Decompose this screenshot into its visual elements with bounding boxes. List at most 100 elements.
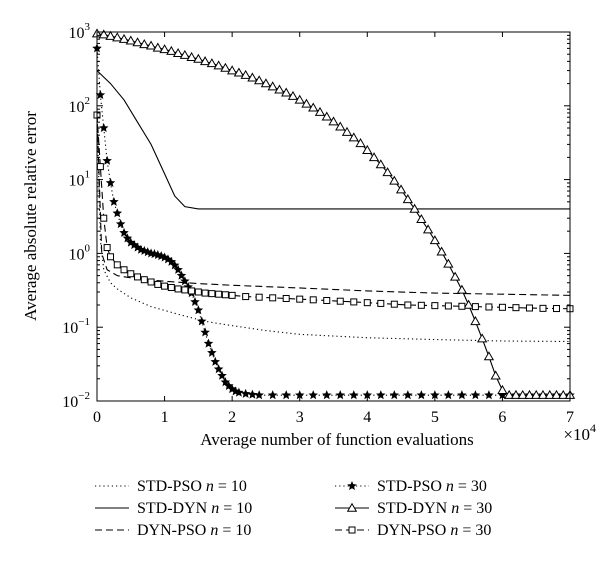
data-point-3 bbox=[200, 327, 210, 337]
series-line-4 bbox=[97, 33, 570, 396]
x-tick-label: 2 bbox=[228, 409, 236, 426]
data-point-4 bbox=[335, 121, 346, 131]
plot-series bbox=[97, 33, 570, 396]
data-point-3 bbox=[254, 390, 264, 400]
data-point-4 bbox=[422, 224, 434, 234]
data-point-4 bbox=[504, 389, 515, 399]
data-point-3 bbox=[190, 296, 200, 306]
data-point-3 bbox=[196, 316, 207, 326]
data-point-4 bbox=[186, 51, 197, 61]
data-point-4 bbox=[152, 42, 163, 52]
data-point-4 bbox=[497, 384, 508, 394]
data-point-4 bbox=[314, 106, 326, 116]
x-tick-label: 1 bbox=[161, 409, 169, 426]
data-point-4 bbox=[470, 316, 481, 326]
data-point-4 bbox=[105, 30, 116, 40]
data-point-3 bbox=[169, 260, 180, 270]
data-point-3 bbox=[335, 390, 346, 400]
data-point-3 bbox=[119, 227, 129, 237]
x-tick-label: 0 bbox=[93, 409, 101, 426]
data-point-5 bbox=[525, 304, 533, 312]
data-point-4 bbox=[199, 56, 211, 66]
legend-marker bbox=[347, 481, 357, 491]
data-point-3 bbox=[281, 390, 291, 400]
data-point-4 bbox=[281, 87, 292, 97]
data-point-4 bbox=[551, 389, 562, 399]
data-point-3 bbox=[234, 387, 244, 397]
x-tick-label: 7 bbox=[566, 409, 574, 426]
data-point-4 bbox=[409, 203, 420, 213]
data-point-3 bbox=[349, 390, 359, 400]
data-point-4 bbox=[368, 152, 380, 162]
data-point-4 bbox=[416, 213, 427, 223]
data-point-4 bbox=[517, 389, 528, 399]
data-point-3 bbox=[109, 196, 119, 206]
data-point-5 bbox=[417, 301, 425, 309]
data-point-4 bbox=[172, 47, 184, 57]
data-point-4 bbox=[341, 126, 353, 136]
data-point-4 bbox=[429, 235, 441, 245]
legend-label: STD-PSO n = 30 bbox=[377, 478, 487, 495]
data-point-4 bbox=[382, 167, 393, 177]
data-point-3 bbox=[294, 390, 305, 400]
data-point-3 bbox=[95, 90, 106, 100]
data-point-5 bbox=[444, 302, 452, 310]
legend-label: DYN-PSO n = 30 bbox=[377, 522, 491, 539]
data-point-5 bbox=[242, 293, 250, 301]
data-point-5 bbox=[181, 286, 189, 294]
data-point-4 bbox=[179, 49, 191, 59]
legend-marker bbox=[346, 502, 358, 512]
data-point-4 bbox=[132, 37, 143, 47]
data-point-4 bbox=[260, 78, 272, 88]
legend-label: STD-DYN n = 30 bbox=[377, 500, 492, 517]
data-point-4 bbox=[206, 58, 218, 68]
legend-item-4: STD-DYN n = 30 bbox=[335, 500, 492, 517]
data-point-5 bbox=[458, 302, 466, 310]
y-tick-label: 103 bbox=[69, 21, 91, 42]
data-point-3 bbox=[176, 270, 187, 280]
data-point-4 bbox=[125, 35, 136, 45]
x-tick-label: 5 bbox=[431, 409, 439, 426]
data-point-3 bbox=[403, 390, 413, 400]
data-point-3 bbox=[267, 390, 278, 400]
x-tick-label: 3 bbox=[296, 409, 304, 426]
data-point-5 bbox=[167, 284, 175, 292]
axes: 0 1 2 3 4 5 6 7 10−2 10−1 100 101 102 103 bbox=[62, 21, 574, 426]
data-point-5 bbox=[140, 276, 148, 284]
data-point-4 bbox=[348, 132, 359, 142]
x-axis-label: Average number of function evaluations bbox=[200, 430, 473, 449]
data-point-4 bbox=[328, 116, 339, 126]
data-point-5 bbox=[255, 293, 263, 301]
data-point-5 bbox=[485, 303, 493, 311]
data-point-3 bbox=[497, 390, 508, 400]
data-point-4 bbox=[294, 94, 305, 104]
data-point-5 bbox=[471, 303, 479, 311]
data-point-5 bbox=[512, 304, 520, 312]
data-point-3 bbox=[173, 264, 183, 274]
data-point-5 bbox=[404, 301, 412, 309]
data-point-5 bbox=[134, 273, 142, 281]
data-point-5 bbox=[269, 294, 277, 302]
data-point-5 bbox=[113, 261, 121, 269]
legend-marker bbox=[348, 526, 356, 534]
data-point-5 bbox=[296, 295, 304, 303]
data-point-5 bbox=[100, 214, 108, 222]
data-point-5 bbox=[194, 288, 202, 296]
data-point-4 bbox=[483, 351, 495, 361]
data-point-4 bbox=[98, 29, 109, 39]
data-point-3 bbox=[217, 370, 227, 380]
y-tick-label: 102 bbox=[69, 95, 91, 116]
data-point-5 bbox=[208, 290, 216, 298]
data-point-5 bbox=[103, 244, 111, 252]
data-point-3 bbox=[308, 390, 318, 400]
data-point-5 bbox=[309, 296, 317, 304]
plot-frame bbox=[96, 31, 571, 402]
series-line-1 bbox=[97, 70, 570, 210]
data-point-3 bbox=[443, 390, 454, 400]
y-tick-label: 10−2 bbox=[62, 390, 90, 411]
plot-markers bbox=[91, 28, 576, 400]
data-point-4 bbox=[193, 53, 204, 63]
data-point-4 bbox=[166, 45, 177, 55]
legend-item-3: STD-PSO n = 30 bbox=[335, 478, 487, 495]
